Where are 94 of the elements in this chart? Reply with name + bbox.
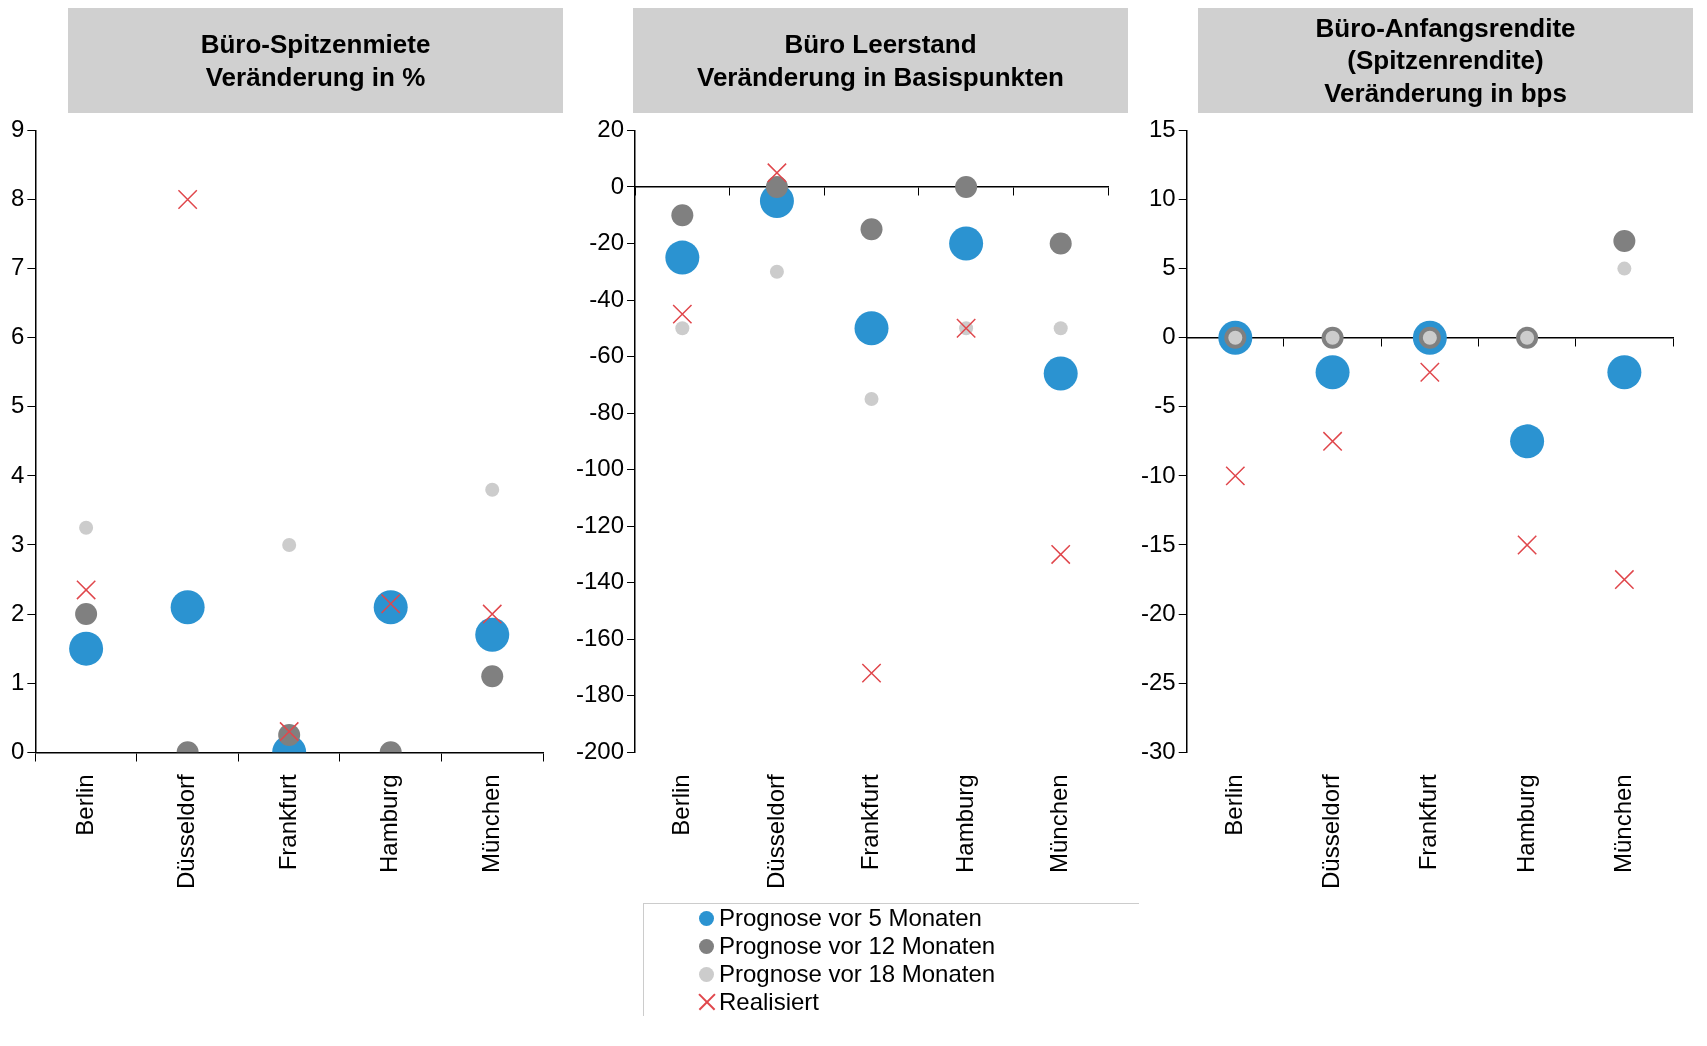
y-tick-label: 5 bbox=[1162, 253, 1176, 281]
y-tick-label: -120 bbox=[575, 510, 625, 538]
y-tick-label: 0 bbox=[1162, 322, 1176, 350]
point bbox=[1419, 362, 1440, 383]
point bbox=[177, 189, 198, 210]
y-tick-label: -60 bbox=[589, 341, 625, 369]
x-tick-label: München bbox=[1608, 774, 1636, 874]
point bbox=[1053, 321, 1068, 336]
x-tick-label: Berlin bbox=[666, 774, 694, 836]
chart-title: Büro Leerstand Veränderung in Basispunkten bbox=[633, 8, 1128, 113]
x-tick-label: Hamburg bbox=[1511, 774, 1539, 873]
point bbox=[1049, 232, 1072, 255]
point bbox=[475, 617, 510, 652]
legend-label: Prognose vor 12 Monaten bbox=[719, 932, 996, 960]
point bbox=[69, 631, 104, 666]
point bbox=[482, 604, 503, 625]
point bbox=[671, 204, 694, 227]
x-tick-label: Hamburg bbox=[950, 774, 978, 873]
y-tick-label: 20 bbox=[597, 115, 625, 143]
point bbox=[1617, 261, 1632, 276]
x-tick-label: Berlin bbox=[70, 774, 98, 836]
y-tick-label: 4 bbox=[10, 460, 25, 488]
y-tick-label: -20 bbox=[589, 228, 625, 256]
y-tick-label: -30 bbox=[1141, 736, 1176, 764]
y-tick-label: -20 bbox=[1141, 598, 1176, 626]
x-tick-label: Frankfurt bbox=[856, 773, 884, 871]
point bbox=[75, 603, 98, 626]
point bbox=[861, 663, 882, 684]
x-tick-label: Berlin bbox=[1219, 774, 1247, 836]
point bbox=[1614, 569, 1635, 590]
point bbox=[766, 162, 787, 183]
point bbox=[485, 482, 500, 497]
y-tick-label: -80 bbox=[589, 397, 625, 425]
y-tick-label: 8 bbox=[10, 184, 25, 212]
y-tick-label: -5 bbox=[1154, 391, 1176, 419]
point bbox=[170, 590, 205, 625]
point bbox=[864, 391, 879, 406]
x-tick-label: Düsseldorf bbox=[761, 773, 789, 889]
y-tick-label: 3 bbox=[10, 529, 25, 557]
y-tick-label: -100 bbox=[575, 454, 625, 482]
y-tick-label: 7 bbox=[10, 253, 25, 281]
x-tick-label: Hamburg bbox=[375, 774, 403, 873]
legend-label: Realisiert bbox=[719, 988, 820, 1016]
point bbox=[373, 590, 408, 625]
legend-label: Prognose vor 18 Monaten bbox=[719, 960, 996, 988]
point bbox=[76, 579, 97, 600]
y-tick-label: 1 bbox=[10, 667, 25, 695]
point bbox=[672, 304, 693, 325]
point bbox=[860, 218, 883, 241]
point bbox=[765, 175, 788, 198]
point bbox=[1607, 355, 1642, 390]
x-tick-label: München bbox=[1045, 774, 1073, 874]
point bbox=[282, 537, 297, 552]
point bbox=[665, 240, 700, 275]
y-tick-label: 6 bbox=[10, 322, 25, 350]
point bbox=[1613, 229, 1636, 252]
point bbox=[279, 721, 300, 742]
y-tick-label: 9 bbox=[10, 115, 25, 143]
point bbox=[79, 520, 94, 535]
point bbox=[949, 226, 984, 261]
y-tick-label: 15 bbox=[1148, 115, 1176, 143]
y-tick-label: 10 bbox=[1148, 184, 1176, 212]
point bbox=[1510, 424, 1545, 459]
legend-label: Prognose vor 5 Monaten bbox=[719, 904, 982, 932]
y-tick-label: -200 bbox=[575, 736, 625, 764]
point bbox=[481, 665, 504, 688]
point bbox=[1315, 355, 1350, 390]
y-tick-label: -10 bbox=[1141, 460, 1176, 488]
point bbox=[1225, 465, 1246, 486]
y-tick-label: 2 bbox=[10, 598, 25, 626]
point bbox=[854, 311, 889, 346]
y-tick-label: 0 bbox=[10, 736, 25, 764]
x-tick-label: Frankfurt bbox=[273, 773, 301, 871]
y-tick-label: -140 bbox=[575, 567, 625, 595]
x-tick-label: München bbox=[476, 774, 504, 874]
x-tick-label: Düsseldorf bbox=[1317, 773, 1345, 889]
chart-title: Büro-Anfangsrendite (Spitzenrendite) Veränderung in bps bbox=[1198, 8, 1693, 113]
y-tick-label: -180 bbox=[575, 680, 625, 708]
y-tick-label: 5 bbox=[10, 391, 25, 419]
point bbox=[1043, 356, 1078, 391]
y-tick-label: 0 bbox=[610, 171, 625, 199]
point bbox=[769, 264, 784, 279]
point bbox=[955, 175, 978, 198]
y-tick-label: -160 bbox=[575, 623, 625, 651]
x-tick-label: Düsseldorf bbox=[172, 773, 200, 889]
y-tick-label: -15 bbox=[1141, 529, 1176, 557]
point bbox=[1050, 544, 1071, 565]
y-tick-label: -25 bbox=[1141, 667, 1176, 695]
y-tick-label: -40 bbox=[589, 284, 625, 312]
x-tick-label: Frankfurt bbox=[1414, 773, 1442, 871]
point bbox=[675, 321, 690, 336]
point bbox=[1322, 431, 1343, 452]
point bbox=[1517, 535, 1538, 555]
chart-title: Büro-Spitzenmiete Veränderung in % bbox=[68, 8, 563, 113]
